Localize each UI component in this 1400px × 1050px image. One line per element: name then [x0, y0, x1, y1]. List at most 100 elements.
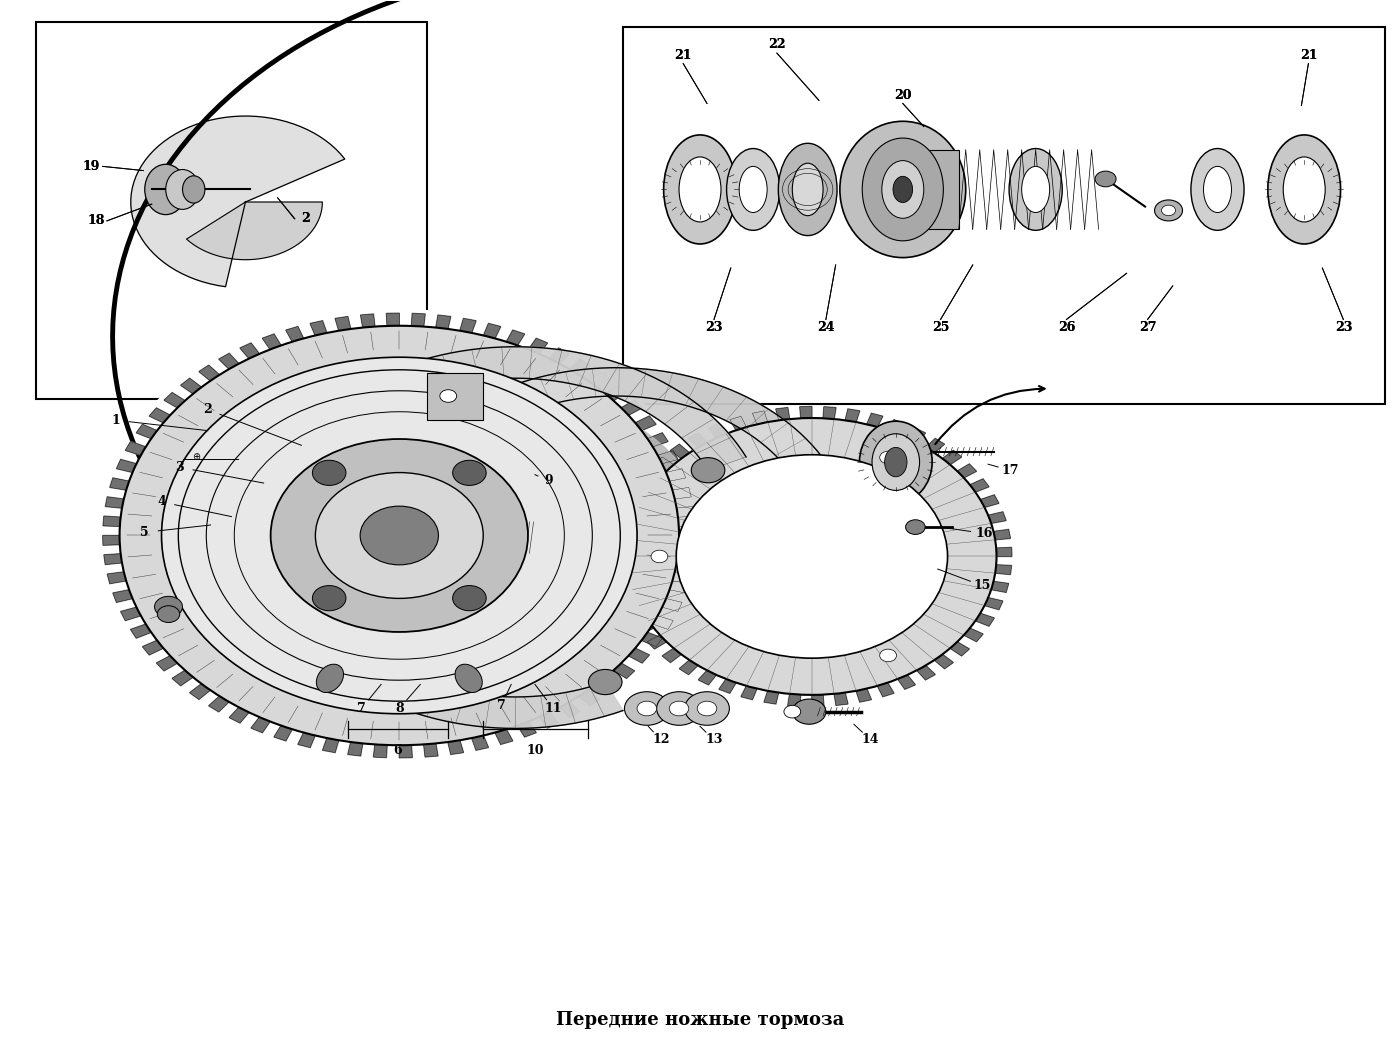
Polygon shape: [634, 621, 654, 634]
Circle shape: [879, 649, 896, 662]
Polygon shape: [130, 624, 151, 638]
Ellipse shape: [840, 122, 966, 257]
Ellipse shape: [182, 175, 204, 203]
Polygon shape: [980, 495, 998, 507]
Polygon shape: [496, 730, 512, 744]
Circle shape: [624, 692, 669, 726]
Ellipse shape: [784, 706, 801, 718]
Circle shape: [692, 458, 725, 483]
Polygon shape: [239, 343, 259, 359]
Text: 12: 12: [652, 734, 669, 747]
Text: 24: 24: [818, 321, 834, 334]
Text: 27: 27: [1138, 321, 1156, 334]
Ellipse shape: [1191, 148, 1245, 230]
Ellipse shape: [778, 143, 837, 235]
Text: 3: 3: [175, 461, 183, 474]
Text: 26: 26: [1058, 321, 1075, 334]
Polygon shape: [378, 368, 854, 607]
Polygon shape: [588, 372, 609, 387]
Polygon shape: [951, 642, 969, 656]
Polygon shape: [994, 529, 1011, 540]
Text: 23: 23: [1334, 321, 1352, 334]
Polygon shape: [699, 670, 717, 685]
Polygon shape: [199, 365, 220, 381]
Polygon shape: [189, 684, 210, 699]
Polygon shape: [917, 666, 935, 679]
Polygon shape: [855, 689, 871, 702]
Polygon shape: [622, 400, 643, 415]
Circle shape: [651, 550, 668, 563]
Circle shape: [637, 701, 657, 716]
Polygon shape: [323, 394, 689, 681]
Polygon shape: [335, 316, 351, 331]
Polygon shape: [615, 521, 633, 531]
Polygon shape: [209, 696, 230, 712]
Polygon shape: [888, 420, 904, 434]
Polygon shape: [934, 654, 953, 669]
Bar: [427, 373, 483, 420]
Polygon shape: [970, 479, 988, 492]
Polygon shape: [630, 487, 648, 500]
Polygon shape: [172, 670, 193, 686]
Ellipse shape: [664, 134, 736, 244]
Circle shape: [685, 692, 729, 726]
Ellipse shape: [1284, 156, 1326, 222]
Circle shape: [657, 692, 701, 726]
Text: 20: 20: [895, 88, 911, 102]
Polygon shape: [984, 597, 1002, 610]
Polygon shape: [150, 408, 171, 423]
Polygon shape: [507, 330, 525, 345]
Ellipse shape: [893, 176, 913, 203]
Text: 20: 20: [895, 88, 911, 102]
Text: 21: 21: [675, 48, 692, 62]
Polygon shape: [218, 354, 239, 370]
Polygon shape: [298, 733, 315, 748]
Polygon shape: [662, 648, 682, 663]
Ellipse shape: [154, 596, 182, 617]
Polygon shape: [958, 464, 976, 478]
Circle shape: [627, 418, 997, 695]
Circle shape: [161, 357, 637, 714]
Text: 27: 27: [1138, 321, 1156, 334]
Polygon shape: [186, 202, 322, 259]
Ellipse shape: [1009, 148, 1063, 230]
Polygon shape: [942, 450, 962, 465]
Polygon shape: [671, 444, 689, 459]
Polygon shape: [666, 468, 686, 481]
Text: 16: 16: [976, 527, 993, 540]
Polygon shape: [612, 539, 629, 548]
Polygon shape: [518, 721, 536, 737]
Ellipse shape: [739, 166, 767, 212]
Text: 1: 1: [111, 414, 120, 426]
Text: 22: 22: [769, 38, 785, 51]
Polygon shape: [678, 545, 696, 554]
Polygon shape: [729, 416, 746, 430]
Polygon shape: [997, 547, 1012, 557]
Text: 2: 2: [301, 212, 309, 226]
Ellipse shape: [1268, 134, 1341, 244]
Ellipse shape: [1162, 205, 1176, 215]
Polygon shape: [867, 414, 883, 427]
Polygon shape: [164, 393, 185, 407]
Text: ⊕: ⊕: [192, 452, 200, 462]
Polygon shape: [136, 424, 157, 439]
Polygon shape: [399, 746, 412, 758]
Polygon shape: [230, 708, 249, 723]
Ellipse shape: [792, 699, 826, 724]
Text: 5: 5: [140, 526, 148, 539]
Text: 2: 2: [203, 403, 211, 416]
Circle shape: [669, 701, 689, 716]
Ellipse shape: [1204, 166, 1232, 212]
Ellipse shape: [440, 390, 456, 402]
Polygon shape: [606, 385, 626, 401]
Polygon shape: [976, 613, 994, 626]
Text: 10: 10: [526, 744, 545, 757]
Circle shape: [270, 439, 528, 632]
Polygon shape: [550, 348, 570, 363]
Ellipse shape: [882, 161, 924, 218]
Text: 22: 22: [769, 38, 785, 51]
Text: 25: 25: [932, 321, 949, 334]
Polygon shape: [596, 677, 617, 693]
Polygon shape: [361, 314, 375, 328]
Ellipse shape: [165, 169, 199, 209]
